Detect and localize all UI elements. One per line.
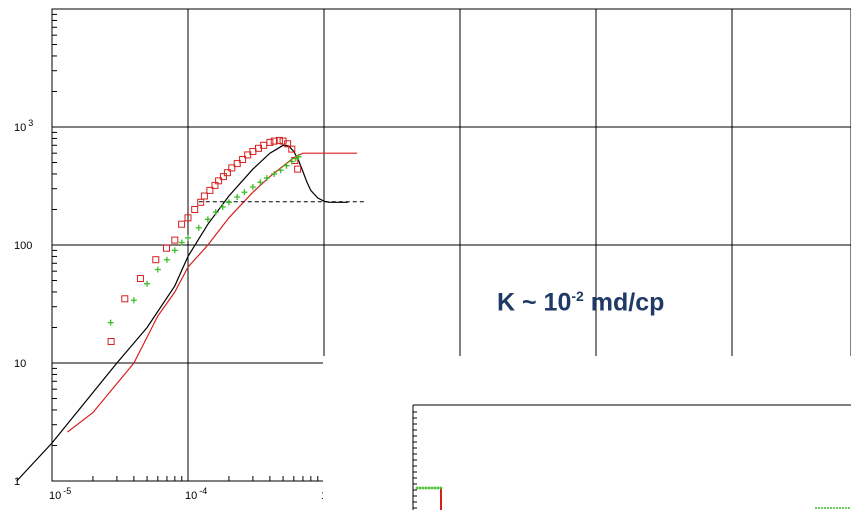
inset-plus-marker — [421, 486, 425, 490]
square-marker — [191, 206, 199, 213]
square-marker — [294, 165, 302, 173]
y-tick-label: 10 — [14, 358, 26, 370]
plus-marker — [283, 162, 290, 169]
plus-marker — [234, 194, 241, 201]
series-layer — [16, 136, 365, 482]
plus-marker — [107, 319, 114, 326]
series-line-0 — [16, 144, 348, 482]
square-marker — [233, 160, 241, 168]
square-marker — [206, 186, 214, 194]
plus-marker — [249, 184, 256, 191]
plus-marker — [185, 234, 191, 241]
plus-marker — [195, 224, 202, 231]
plus-marker — [295, 153, 302, 160]
plus-marker — [130, 297, 137, 304]
plus-marker — [241, 189, 248, 196]
inset-plus-marker — [436, 486, 440, 490]
square-marker — [200, 192, 208, 200]
y-tick-label: 1 — [14, 476, 20, 488]
annotation-exponent: -2 — [571, 288, 584, 304]
plus-marker — [225, 199, 232, 206]
square-marker — [107, 338, 115, 345]
plus-marker — [154, 266, 161, 273]
plus-marker — [163, 256, 170, 263]
inset-plus-marker — [433, 486, 437, 490]
square-marker — [228, 164, 236, 172]
inset-plus-marker — [439, 486, 443, 490]
square-marker — [163, 244, 170, 252]
square-marker — [171, 236, 179, 244]
inset-plot — [412, 404, 851, 510]
plus-marker — [263, 174, 270, 181]
square-marker — [136, 275, 144, 282]
plus-marker — [171, 247, 178, 254]
plus-marker — [212, 209, 219, 216]
x-tick-label: 10 -4 — [185, 486, 207, 502]
inset-green-markers — [415, 486, 851, 509]
square-marker — [266, 138, 274, 146]
square-marker — [211, 181, 219, 189]
x-tick-label: 10 -5 — [49, 486, 71, 502]
y-minor-ticks — [52, 13, 57, 446]
square-marker — [288, 145, 296, 153]
square-marker — [178, 220, 186, 228]
annotation-text-pre: K ~ 10 — [497, 288, 572, 317]
square-marker — [152, 256, 160, 264]
inset-plus-marker — [427, 486, 431, 490]
annotation-text-post: md/cp — [583, 288, 665, 317]
inset-plus-marker — [415, 486, 419, 490]
square-marker — [239, 156, 247, 163]
plus-marker — [277, 167, 284, 174]
inset-ticks — [413, 411, 417, 509]
plus-marker — [219, 203, 226, 210]
plus-marker — [178, 239, 185, 246]
plus-marker — [271, 170, 278, 177]
y-tick-label: 10 3 — [14, 118, 33, 134]
series-line-1 — [67, 152, 358, 433]
plus-marker — [144, 280, 151, 287]
inset-plus-marker — [418, 486, 422, 490]
square-marker — [184, 214, 192, 222]
inset-plus-marker — [430, 486, 434, 490]
plus-marker — [288, 158, 295, 165]
x-tick-labels: 10-510-41 — [49, 486, 327, 502]
square-marker — [223, 169, 231, 177]
square-marker — [215, 177, 223, 185]
plus-marker — [257, 179, 264, 186]
plus-marker — [204, 216, 211, 223]
square-marker — [270, 137, 278, 145]
square-marker — [219, 173, 227, 181]
square-marker — [284, 140, 292, 148]
inset-background — [323, 356, 851, 510]
square-marker — [275, 136, 283, 144]
permeability-annotation: K ~ 10-2 md/cp — [497, 288, 664, 317]
square-marker — [121, 295, 129, 303]
inset-plus-marker — [424, 486, 428, 490]
y-tick-label: 100 — [14, 240, 32, 252]
square-marker — [197, 198, 205, 206]
y-tick-labels: 10 3 100 10 1 — [14, 118, 33, 488]
